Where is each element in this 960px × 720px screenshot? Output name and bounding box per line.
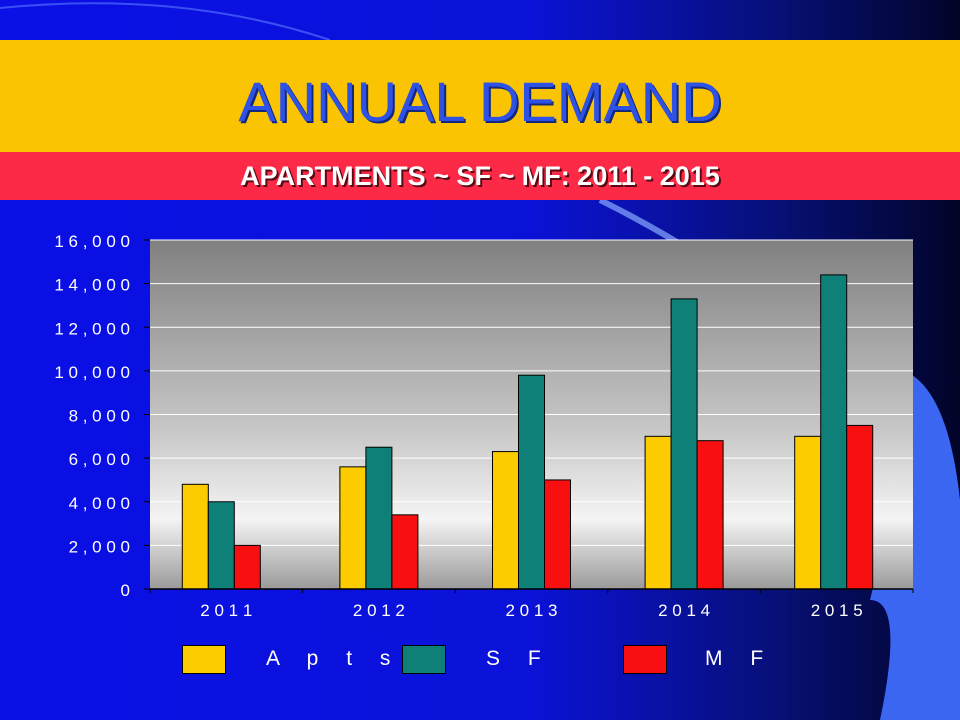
- x-tick-label: 2 0 1 3: [506, 601, 558, 620]
- x-tick-label: 2 0 1 4: [658, 601, 710, 620]
- bar-apts-2012: [339, 466, 367, 590]
- y-tick-label: 1 0 , 0 0 0: [54, 363, 130, 382]
- legend-label-sf: S F: [486, 647, 552, 670]
- y-tick-label: 1 4 , 0 0 0: [54, 276, 130, 295]
- bar-mf-2014: [696, 440, 724, 590]
- legend-label-apts: A p t s: [266, 647, 402, 670]
- y-tick-label: 8 , 0 0 0: [69, 407, 130, 426]
- bar-apts-2011: [181, 483, 209, 590]
- y-tick-label: 1 6 , 0 0 0: [54, 232, 130, 251]
- bar-sf-2012: [365, 446, 393, 590]
- subtitle-band: [0, 152, 960, 200]
- slide-title: ANNUAL DEMAND: [238, 70, 722, 133]
- bar-mf-2012: [391, 514, 419, 590]
- legend-swatch-apts: [182, 645, 226, 674]
- x-axis-labels: 2 0 1 1 2 0 1 2 2 0 1 3 2 0 1 4 2 0 1 5: [200, 601, 862, 620]
- bar-apts-2014: [644, 435, 672, 590]
- axes: [149, 588, 914, 593]
- legend-label-mf: M F: [705, 647, 775, 670]
- x-tick-label: 2 0 1 5: [811, 601, 863, 620]
- y-axis-labels: 0 2 , 0 0 0 4 , 0 0 0 6 , 0 0 0 8 , 0 0 0 1 0…: [54, 232, 130, 600]
- title-band: [0, 40, 960, 152]
- y-tick-label: 4 , 0 0 0: [69, 494, 130, 513]
- bars: [181, 274, 874, 590]
- y-tick-label: 1 2 , 0 0 0: [54, 319, 130, 338]
- bar-mf-2011: [233, 544, 261, 590]
- legend-swatch-sf: [402, 645, 446, 674]
- bar-apts-2015: [794, 435, 822, 590]
- x-tick-label: 2 0 1 1: [200, 601, 252, 620]
- y-tick-label: 2 , 0 0 0: [69, 537, 130, 556]
- y-tick-label: 6 , 0 0 0: [69, 450, 130, 469]
- y-tick-label: 0: [121, 581, 130, 600]
- bar-sf-2013: [518, 374, 545, 590]
- x-tick-label: 2 0 1 2: [353, 601, 405, 620]
- bar-mf-2013: [544, 479, 571, 590]
- slide-subtitle: APARTMENTS ~ SF ~ MF: 2011 - 2015: [240, 161, 720, 191]
- bar-apts-2013: [492, 451, 519, 590]
- bar-sf-2015: [820, 274, 848, 590]
- bar-sf-2011: [207, 501, 235, 590]
- legend-swatch-mf: [623, 645, 667, 674]
- bar-mf-2015: [846, 424, 874, 590]
- bar-sf-2014: [670, 298, 698, 590]
